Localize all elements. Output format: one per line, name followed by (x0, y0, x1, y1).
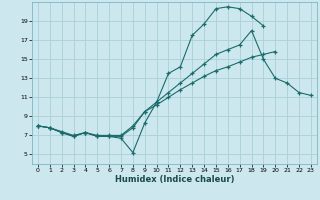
X-axis label: Humidex (Indice chaleur): Humidex (Indice chaleur) (115, 175, 234, 184)
